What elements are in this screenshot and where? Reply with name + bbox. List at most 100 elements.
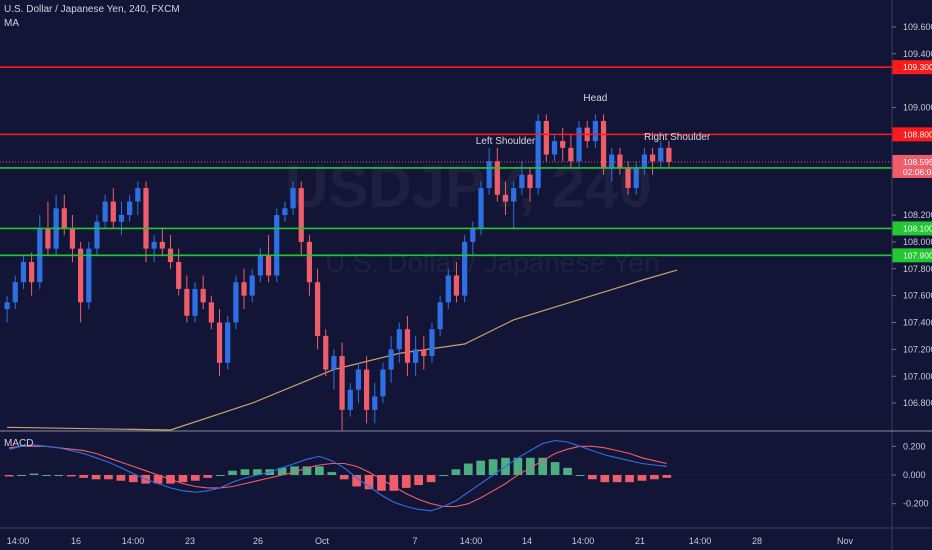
candle-body [216,322,223,363]
candle-body [45,228,51,249]
macd-label[interactable]: MACD [4,438,34,449]
macd-hist-bar [42,475,51,476]
candle-body [274,215,280,276]
macd-hist-bar [588,475,597,480]
macd-hist-bar [290,466,299,475]
candle-body [511,188,517,202]
macd-hist-bar [29,473,39,475]
macd-hist-bar [513,457,523,475]
candle-body [633,167,639,189]
horizontal-levels[interactable]: 109.300108.800108.550108.100107.900108.5… [0,60,932,263]
candle-body [380,369,386,397]
level-tag-label: 109.300 [903,62,932,72]
annotation-label: Right Shoulder [644,132,711,143]
time-tick-label: 28 [752,536,762,546]
candle-body [617,154,623,168]
time-tick-label: 14:00 [689,536,712,546]
candle-body [225,322,231,363]
macd-hist-bar [315,466,324,475]
macd-hist-bar [389,475,399,491]
level-tag [892,127,932,142]
candle-body [396,329,402,350]
annotation-label: Head [583,93,607,104]
macd-hist-bar [54,475,64,476]
candle-body [592,120,598,142]
candle-body [86,248,92,303]
macd-hist-bar [253,469,262,475]
price-tick-label: 109.400 [903,49,932,59]
candle-body [118,215,125,222]
candle-body [20,262,27,283]
candle-body [200,288,206,303]
macd-hist-bar [203,475,213,478]
time-tick-label: Oct [315,536,330,546]
candle-body [494,161,500,195]
macd-hist-bar [538,457,548,475]
macd-hist-bar [17,475,26,476]
candle-body [102,201,108,222]
candle-body [453,275,460,296]
price-tick-label: 109.600 [903,22,932,32]
candle-body [127,201,133,215]
last-price-label: 108.595 [903,157,932,167]
macd-hist-bar [128,475,138,483]
macd-hist-bar [414,475,423,486]
macd-hist-bar [352,475,361,487]
candle-body [609,154,615,168]
price-tick-label: 107.600 [903,291,932,301]
watermark-name: U.S. Dollar / Japanese Yen [325,247,660,278]
macd-hist-bar [240,469,250,475]
candle-body [249,275,255,296]
indicator-ma-label[interactable]: MA [4,18,19,29]
candle-body [437,302,443,330]
candle-body [159,241,165,249]
macd-hist-bar [153,475,163,484]
macd-hist-bar [575,475,585,476]
macd-hist-bar [364,475,374,490]
macd-hist-bar [91,475,101,480]
level-tag [892,60,932,75]
candle-body [413,349,419,363]
annotation-label: Left Shoulder [476,136,536,147]
macd-pane [0,440,892,512]
chart-title: U.S. Dollar / Japanese Yen, 240, FXCM [4,4,180,15]
candle-body [94,221,100,249]
price-tick-label: 108.200 [903,210,932,220]
level-tag-label: 107.900 [903,250,932,260]
time-tick-label: 14:00 [460,536,483,546]
macd-hist-bar [476,460,486,475]
candle-body [421,349,427,357]
candle-body [551,141,558,155]
macd-hist-bar [612,475,622,483]
price-tick-label: 107.200 [903,344,932,354]
candle-body [404,329,411,363]
candle-body [69,228,76,249]
candle-body [28,262,35,283]
macd-hist-bar [426,475,436,483]
candle-body [192,288,198,316]
candle-body [298,188,304,242]
candle-body [265,255,272,276]
macd-hist-bar [563,467,572,475]
candle-body [135,188,141,202]
time-tick-label: 21 [635,536,645,546]
candle-body [257,255,263,276]
candle-body [576,127,582,162]
candle-body [61,208,67,229]
candle-body [78,248,84,303]
time-tick-label: 23 [185,536,195,546]
candle-body [568,147,574,162]
last-price-tag [892,154,932,178]
macd-hist-bar [277,467,287,475]
candle-body [388,349,394,370]
candle-body [658,147,664,162]
macd-hist-bar [451,469,461,475]
macd-hist-bar [66,475,76,477]
macd-hist-bar [625,475,634,483]
macd-hist-bar [650,475,659,480]
candle-body [110,201,116,222]
macd-hist-bar [4,475,14,477]
candle-body [560,141,566,148]
